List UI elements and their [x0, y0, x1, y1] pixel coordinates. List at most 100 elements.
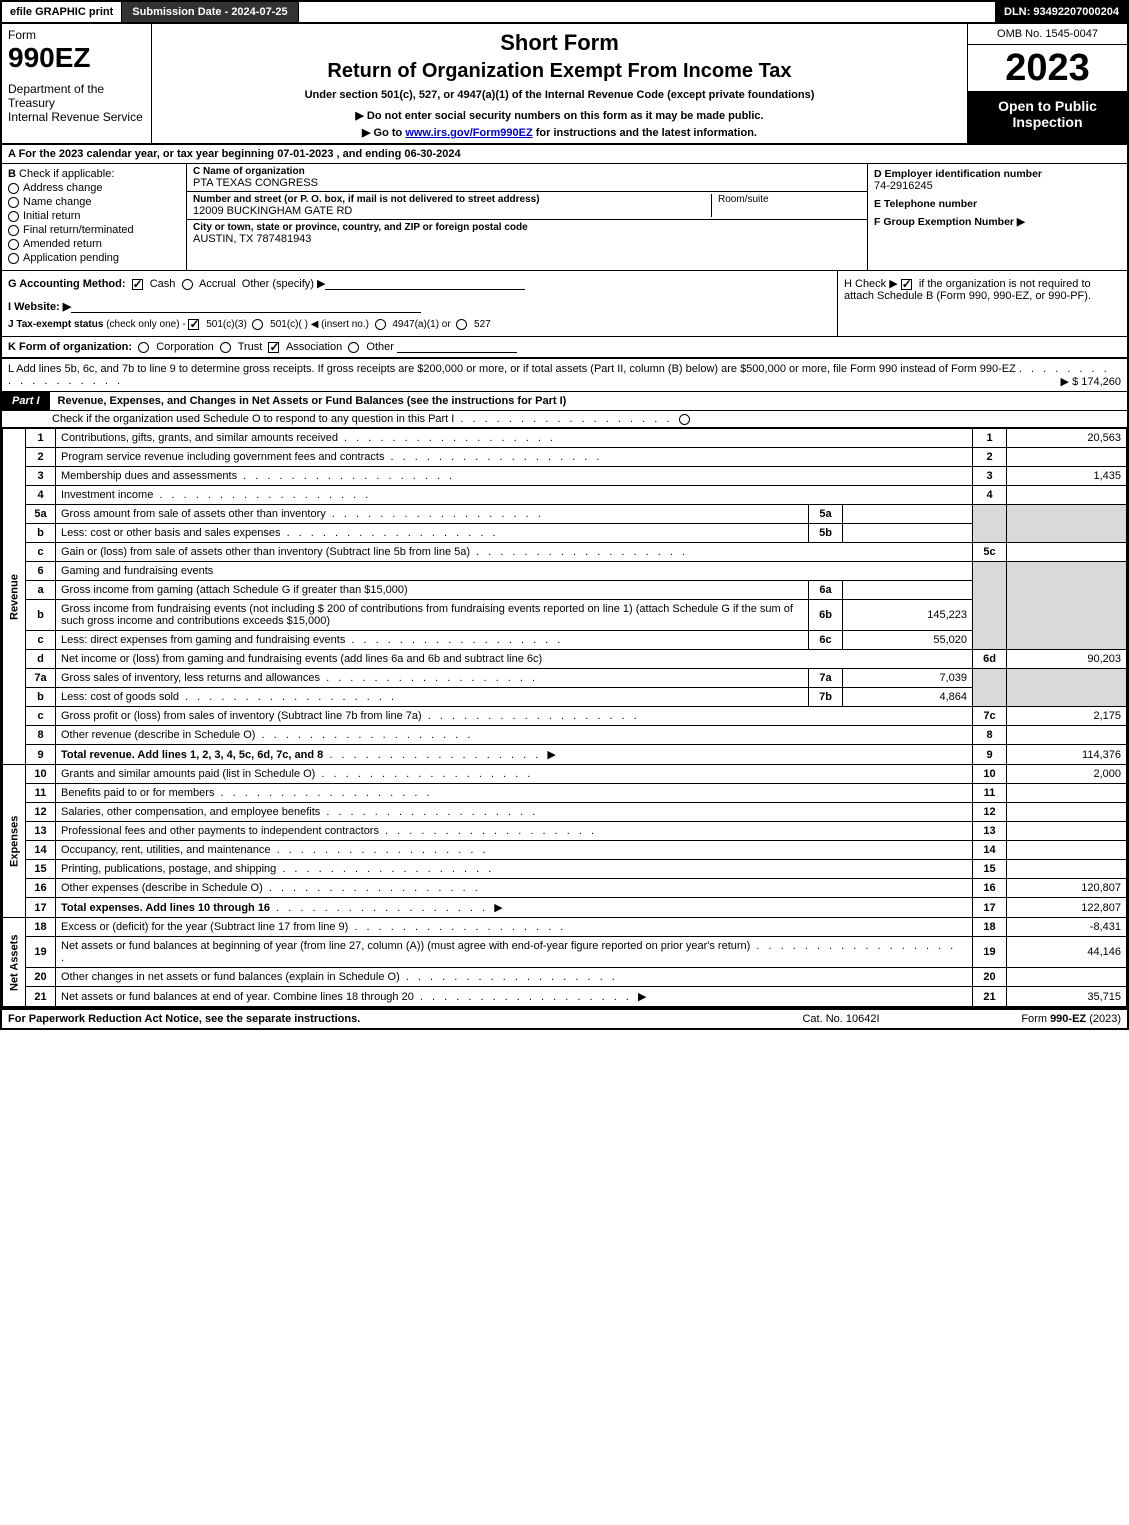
part1-tag: Part I — [2, 392, 50, 410]
amt-15: 15 — [973, 860, 1007, 879]
ln-6c: c — [26, 631, 56, 650]
val-6d: 90,203 — [1007, 650, 1127, 669]
ln-2: 2 — [26, 448, 56, 467]
ln-11: 11 — [26, 784, 56, 803]
chk-501c[interactable] — [252, 319, 263, 330]
chk-initial-return[interactable]: Initial return — [8, 210, 180, 222]
chk-name-change[interactable]: Name change — [8, 196, 180, 208]
expenses-label: Expenses — [3, 765, 26, 918]
opt-pending: Application pending — [23, 252, 119, 264]
part1-note-text: Check if the organization used Schedule … — [52, 413, 454, 425]
footer-right: Form 990-EZ (2023) — [941, 1013, 1121, 1025]
k-corp: Corporation — [156, 341, 213, 353]
desc-10: Grants and similar amounts paid (list in… — [56, 765, 973, 784]
ln-7c: c — [26, 707, 56, 726]
g-other-line[interactable] — [325, 278, 525, 290]
j-501c3: 501(c)(3) — [206, 319, 247, 330]
chk-accrual[interactable] — [182, 279, 193, 290]
ln-6a: a — [26, 581, 56, 600]
c-city-row: City or town, state or province, country… — [187, 220, 867, 247]
g-accrual: Accrual — [199, 278, 236, 290]
ln-16: 16 — [26, 879, 56, 898]
irs-label: Internal Revenue Service — [8, 110, 145, 124]
chk-part1-o[interactable] — [679, 414, 690, 425]
val-20 — [1007, 968, 1127, 987]
chk-corp[interactable] — [138, 342, 149, 353]
chk-amended-return[interactable]: Amended return — [8, 238, 180, 250]
j-527: 527 — [474, 319, 491, 330]
chk-501c3[interactable] — [188, 319, 199, 330]
j-note: (check only one) - — [106, 319, 185, 330]
chk-application-pending[interactable]: Application pending — [8, 252, 180, 264]
amt-13: 13 — [973, 822, 1007, 841]
chk-4947[interactable] — [375, 319, 386, 330]
chk-527[interactable] — [456, 319, 467, 330]
desc-21: Net assets or fund balances at end of ye… — [56, 987, 973, 1007]
val-9: 114,376 — [1007, 745, 1127, 765]
chk-final-return[interactable]: Final return/terminated — [8, 224, 180, 236]
col-c: C Name of organization PTA TEXAS CONGRES… — [187, 164, 867, 270]
amt-10: 10 — [973, 765, 1007, 784]
ln-18: 18 — [26, 918, 56, 937]
desc-6c: Less: direct expenses from gaming and fu… — [56, 631, 809, 650]
amt-20: 20 — [973, 968, 1007, 987]
chk-cash[interactable] — [132, 279, 143, 290]
desc-14: Occupancy, rent, utilities, and maintena… — [56, 841, 973, 860]
tax-year: 2023 — [968, 45, 1127, 92]
opt-amended: Amended return — [23, 238, 102, 250]
c-name-label: C Name of organization — [193, 166, 861, 177]
ln-19: 19 — [26, 937, 56, 968]
irs-link[interactable]: www.irs.gov/Form990EZ — [405, 127, 532, 139]
info-grid: B Check if applicable: Address change Na… — [0, 164, 1129, 271]
c-name-val: PTA TEXAS CONGRESS — [193, 177, 861, 189]
row-k: K Form of organization: Corporation Trus… — [0, 337, 1129, 359]
spacer — [299, 2, 996, 22]
grey-5 — [973, 505, 1007, 543]
title-short-form: Short Form — [160, 30, 959, 56]
i-website-line[interactable] — [71, 301, 421, 313]
desc-20: Other changes in net assets or fund bala… — [56, 968, 973, 987]
val-19: 44,146 — [1007, 937, 1127, 968]
g-other: Other (specify) ▶ — [242, 278, 326, 290]
k-other-line[interactable] — [397, 341, 517, 353]
sub-5a: 5a — [809, 505, 843, 524]
desc-6b: Gross income from fundraising events (no… — [56, 600, 809, 631]
ln-13: 13 — [26, 822, 56, 841]
c-street-label: Number and street (or P. O. box, if mail… — [193, 194, 711, 205]
chk-address-change[interactable]: Address change — [8, 182, 180, 194]
chk-assoc[interactable] — [268, 342, 279, 353]
val-1: 20,563 — [1007, 429, 1127, 448]
desc-5b: Less: cost or other basis and sales expe… — [56, 524, 809, 543]
row-h: H Check ▶ if the organization is not req… — [837, 271, 1127, 336]
val-8 — [1007, 726, 1127, 745]
j-label: J Tax-exempt status — [8, 319, 103, 330]
val-2 — [1007, 448, 1127, 467]
d-ein-val: 74-2916245 — [874, 180, 1121, 192]
amt-8: 8 — [973, 726, 1007, 745]
c-street-val: 12009 BUCKINGHAM GATE RD — [193, 205, 711, 217]
chk-other[interactable] — [348, 342, 359, 353]
chk-h[interactable] — [901, 279, 912, 290]
footer-form-bold: 990-EZ — [1050, 1013, 1086, 1025]
ln-4: 4 — [26, 486, 56, 505]
ln-5b: b — [26, 524, 56, 543]
amt-21: 21 — [973, 987, 1007, 1007]
f-group-label: F Group Exemption Number ▶ — [874, 216, 1121, 228]
dept-treasury: Department of the Treasury — [8, 82, 145, 110]
opt-name: Name change — [23, 196, 92, 208]
efile-print-button[interactable]: efile GRAPHIC print — [2, 2, 122, 22]
ln-20: 20 — [26, 968, 56, 987]
j-501c: 501(c)( ) ◀ (insert no.) — [270, 319, 369, 330]
desc-7b: Less: cost of goods sold — [56, 688, 809, 707]
col-b: B Check if applicable: Address change Na… — [2, 164, 187, 270]
k-other: Other — [366, 341, 394, 353]
amt-4: 4 — [973, 486, 1007, 505]
subval-7a: 7,039 — [843, 669, 973, 688]
dln: DLN: 93492207000204 — [996, 2, 1127, 22]
k-trust: Trust — [238, 341, 263, 353]
chk-trust[interactable] — [220, 342, 231, 353]
netassets-label: Net Assets — [3, 918, 26, 1007]
ln-5c: c — [26, 543, 56, 562]
l-val: ▶ $ 174,260 — [1061, 375, 1121, 388]
opt-final: Final return/terminated — [23, 224, 134, 236]
